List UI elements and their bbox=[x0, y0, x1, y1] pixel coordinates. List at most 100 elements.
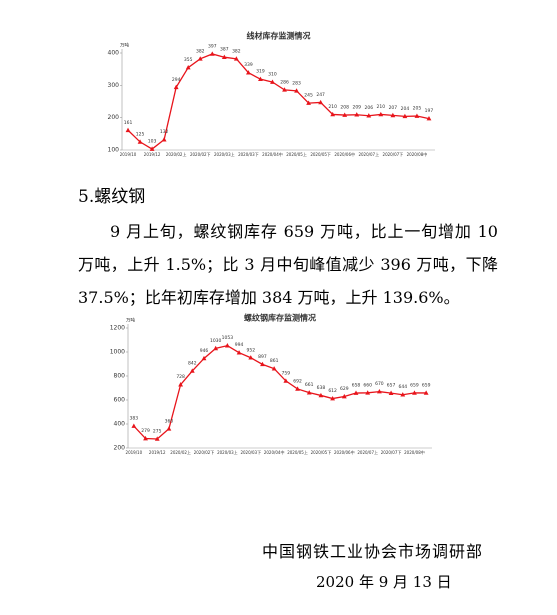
data-label: 612 bbox=[328, 388, 337, 394]
point-marker bbox=[342, 112, 348, 117]
y-tick-label: 200 bbox=[114, 445, 126, 452]
data-label: 197 bbox=[425, 108, 434, 114]
data-label: 897 bbox=[258, 354, 267, 360]
point-marker bbox=[185, 64, 191, 70]
point-marker bbox=[260, 361, 265, 367]
x-tick-label: 2020/02下 bbox=[194, 450, 215, 455]
unit-label: 万吨 bbox=[120, 42, 129, 49]
x-tick-label: 2019/12 bbox=[149, 450, 166, 455]
x-tick-label: 2020/05下 bbox=[311, 450, 332, 455]
x-tick-label: 2020/02上 bbox=[166, 151, 187, 157]
point-marker bbox=[341, 393, 347, 399]
x-tick-label: 2020/03下 bbox=[240, 450, 261, 455]
data-label: 207 bbox=[389, 105, 398, 111]
data-label: 279 bbox=[141, 428, 150, 434]
y-tick-label: 400 bbox=[114, 421, 126, 428]
chart-title: 螺纹钢库存监测情况 bbox=[244, 313, 316, 323]
point-marker bbox=[366, 113, 372, 118]
y-tick-label: 1000 bbox=[110, 349, 125, 356]
point-marker bbox=[173, 84, 179, 90]
point-marker bbox=[426, 116, 432, 121]
point-marker bbox=[365, 390, 371, 395]
x-tick-label: 2020/03上 bbox=[217, 449, 238, 455]
point-marker bbox=[423, 390, 429, 395]
point-marker bbox=[376, 389, 382, 394]
data-label: 952 bbox=[246, 347, 255, 353]
data-label: 382 bbox=[196, 48, 205, 54]
x-tick-label: 2020/07上 bbox=[357, 449, 378, 455]
x-tick-label: 2020/03上 bbox=[214, 151, 235, 157]
point-marker bbox=[295, 386, 300, 391]
data-label: 245 bbox=[304, 93, 313, 99]
point-marker bbox=[414, 113, 420, 118]
point-marker bbox=[131, 423, 137, 428]
x-tick-label: 2020/07下 bbox=[383, 152, 404, 157]
point-marker bbox=[137, 139, 143, 144]
point-marker bbox=[189, 368, 195, 373]
point-marker bbox=[233, 56, 239, 61]
data-label: 283 bbox=[292, 80, 301, 86]
data-label: 103 bbox=[148, 139, 157, 145]
data-label: 132 bbox=[160, 129, 169, 135]
point-marker bbox=[330, 111, 336, 117]
point-marker bbox=[246, 70, 251, 75]
point-marker bbox=[258, 76, 263, 81]
chart: 螺纹钢库存监测情况 万吨 200 400 600 800 1000 1200 2019/10 20… bbox=[110, 313, 432, 455]
x-tick-label: 2019/10 bbox=[120, 152, 137, 157]
point-marker bbox=[221, 54, 227, 60]
y-tick-label: 1200 bbox=[110, 325, 125, 332]
y-tick-label: 400 bbox=[108, 50, 120, 57]
point-marker bbox=[402, 113, 408, 119]
x-tick-label: 2020/02下 bbox=[190, 152, 211, 157]
data-label: 286 bbox=[280, 79, 289, 85]
point-marker bbox=[330, 395, 336, 401]
point-marker bbox=[390, 112, 396, 118]
data-label: 629 bbox=[340, 386, 349, 392]
point-marker bbox=[388, 390, 394, 395]
x-tick-label: 2020/07上 bbox=[358, 151, 379, 157]
data-label: 125 bbox=[136, 131, 145, 137]
x-tick-label: 2020/08中 bbox=[404, 449, 425, 455]
data-label: 319 bbox=[256, 69, 265, 75]
point-marker bbox=[149, 146, 155, 151]
data-label: 204 bbox=[401, 106, 410, 112]
point-marker bbox=[209, 51, 215, 56]
date: 2020 年 9 月 13 日 bbox=[316, 573, 452, 591]
data-label: 644 bbox=[398, 384, 407, 390]
data-label: 692 bbox=[293, 378, 302, 384]
point-marker bbox=[154, 436, 160, 441]
x-tick-label: 2020/05上 bbox=[286, 151, 307, 157]
data-label: 657 bbox=[387, 383, 396, 389]
y-tick-label: 300 bbox=[108, 82, 120, 89]
data-label: 658 bbox=[352, 383, 361, 389]
point-marker bbox=[400, 392, 406, 397]
x-tick-label: 2020/05下 bbox=[310, 152, 331, 157]
data-label: 208 bbox=[340, 105, 349, 111]
data-label: 861 bbox=[270, 358, 279, 364]
chart-title: 线材库存监测情况 bbox=[247, 31, 311, 41]
point-marker bbox=[283, 378, 289, 383]
x-tick-label: 2020/04中 bbox=[262, 151, 283, 157]
point-marker bbox=[166, 426, 172, 431]
point-marker bbox=[270, 79, 275, 84]
point-marker bbox=[378, 111, 384, 117]
data-label: 210 bbox=[328, 104, 337, 110]
point-marker bbox=[161, 137, 167, 142]
point-marker bbox=[248, 355, 254, 360]
data-label: 310 bbox=[268, 72, 277, 78]
data-label: 294 bbox=[172, 77, 181, 83]
x-tick-label: 2020/02上 bbox=[170, 449, 191, 455]
point-marker bbox=[318, 99, 324, 105]
point-marker bbox=[271, 366, 277, 371]
point-marker bbox=[224, 343, 230, 348]
point-marker bbox=[201, 355, 207, 361]
data-label: 210 bbox=[377, 104, 386, 110]
y-tick-label: 800 bbox=[114, 373, 126, 380]
data-label: 275 bbox=[153, 429, 162, 435]
data-label: 728 bbox=[176, 374, 185, 380]
point-marker bbox=[306, 390, 312, 395]
x-tick-label: 2019/10 bbox=[126, 450, 143, 455]
y-tick-label: 100 bbox=[108, 147, 120, 154]
